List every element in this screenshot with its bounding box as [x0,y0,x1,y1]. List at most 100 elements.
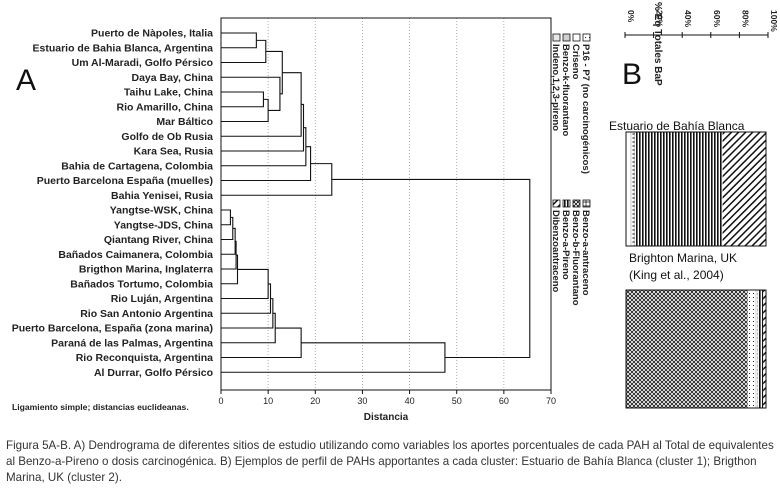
leaf-label: Bañados Caimanera, Colombia [58,249,213,261]
legend-label: Benzo-a-antraceno [580,210,591,296]
dendrogram-link [221,103,305,152]
panel-b-letter: B [622,58,642,91]
dendrogram-link [221,298,274,329]
legend-swatch [562,199,571,208]
leaf-label: Yangtse-JDS, China [114,219,213,231]
x-tick-label: 50 [452,396,462,406]
leaf-label: Puerto Barcelona, España (zona marina) [12,323,213,335]
bar-segment [626,132,629,246]
bar-segment [630,132,633,246]
stacked-bar-tick-label: 20% [655,10,665,27]
panel-a-letter: A [16,64,36,97]
leaf-label: Bahia de Cartagena, Colombia [61,160,213,172]
dendrogram-link [221,312,276,344]
bar-segment [632,132,634,246]
legend-label: Dibenzoantraceno [550,210,561,293]
legend-swatch [562,33,571,42]
stacked-bar-tick-label: 60% [712,10,722,27]
bar-segment [628,132,631,246]
x-tick-label: 20 [310,396,320,406]
dendrogram-link [221,240,237,270]
stacked-bar-legend: P16 - P7 (no carcinogénicos)CrisenoBenzo… [550,33,591,306]
bar-segment [630,132,631,246]
x-tick-label: 40 [405,396,415,406]
dendrogram-link [221,72,302,137]
leaf-label: Puerto Barcelona España (muelles) [37,175,213,187]
legend-label: Benzo-b-Fluorantano [570,210,581,306]
legend-label: Benzo-a-Pireno [560,210,571,280]
dendrogram-leaf-labels: Puerto de Nàpoles, Italia Estuario de Bah… [12,28,213,379]
leaf-label: Bahia Yenisei, Rusia [111,190,213,202]
stacked-bar-tick-label: 40% [683,10,693,27]
leaf-label: Um Al-Maradi, Golfo Pérsico [72,57,213,69]
x-tick-label: 70 [546,396,556,406]
bar-outline [625,131,767,247]
bar-segment [763,290,766,408]
bar-segment [747,290,755,408]
legend-swatch [572,199,581,208]
leaf-label: Kara Sea, Rusia [134,146,214,158]
bar-segment [626,290,748,408]
legend-swatch [582,33,591,42]
leaf-label: Qiantang River, China [104,234,213,246]
bar-segment [755,290,757,408]
stacked-bar-tick-label: 80% [740,10,750,27]
bar-segment [634,132,723,246]
bar-segment [756,290,757,408]
stacked-bars: Estuario de Bahía Blanca Brighton Marina,… [609,119,767,409]
bar-segment [722,132,766,246]
dendrogram-link [221,216,234,241]
dendrogram-note: Ligamiento simple; distancias euclideana… [12,402,189,412]
leaf-label: Estuario de Bahia Blanca, Argentina [33,42,214,54]
dendrogram-link [221,209,231,226]
dendrogram-link [331,178,531,359]
leaf-label: Mar Báltico [156,116,213,128]
dendrogram-x-label: Distancia [364,412,409,423]
bar-label: Estuario de Bahía Blanca [609,119,745,133]
x-tick-label: 60 [499,396,509,406]
dendrogram-link [221,146,312,182]
dendrogram-link [221,91,264,108]
leaf-label: Paraná de las Palmas, Argentina [51,337,213,349]
figure-caption: Figura 5A-B. A) Dendrograma de diferente… [6,439,774,484]
bar-segment [633,132,635,246]
legend-label: Benzo-k-fluorantano [560,44,571,137]
bar-segment [757,290,764,408]
legend-swatch [552,199,561,208]
dendrogram-link [221,98,269,123]
x-tick-label: 0 [218,396,223,406]
legend-label: Indeno,1,2,3-pireno [550,44,561,131]
x-tick-label: 30 [357,396,367,406]
dendrogram-x-ticks: 0 10 20 30 40 50 60 70 [218,390,556,406]
dendrogram-grid [267,18,505,390]
dendrogram-link [221,127,307,167]
dendrogram-frame [220,17,552,391]
stacked-bar-axis: % Eq Totales BaP 0% 20% 40% 60% 80% 100% [624,2,779,86]
stacked-bar-axis-title: % Eq Totales BaP [652,2,663,86]
leaf-label: Rio Reconquista, Argentina [76,352,213,364]
leaf-label: Golfo de Ob Rusia [121,131,213,143]
legend-swatch [572,33,581,42]
bar-sublabel: (King et al., 2004) [629,268,724,282]
leaf-label: Rio San Antonio Argentina [80,308,213,320]
leaf-label: Rio Luján, Argentina [111,293,213,305]
bar-label: Brighton Marina, UK [629,251,737,265]
dendrogram-link [221,32,257,49]
legend-label: P16 - P7 (no carcinogénicos) [580,44,591,174]
leaf-label: Taihu Lake, China [124,87,213,99]
bar-segment [754,290,756,408]
leaf-label: Brigthon Marina, Inglaterra [79,264,213,276]
bar-outline [625,289,767,409]
dendrogram-link [221,76,281,111]
x-tick-label: 10 [263,396,273,406]
leaf-label: Puerto de Nàpoles, Italia [91,28,213,40]
legend-swatch [582,199,591,208]
dendrogram-link [221,39,267,64]
stacked-bar-tick-label: 0% [626,10,636,23]
leaf-label: Rio Amarillo, China [117,101,214,113]
leaf-label: Yangtse-WSK, China [110,205,213,217]
legend-label: Criseno [570,44,581,80]
bar-segment [756,290,758,408]
leaf-label: Daya Bay, China [131,72,213,84]
legend-swatch [552,33,561,42]
